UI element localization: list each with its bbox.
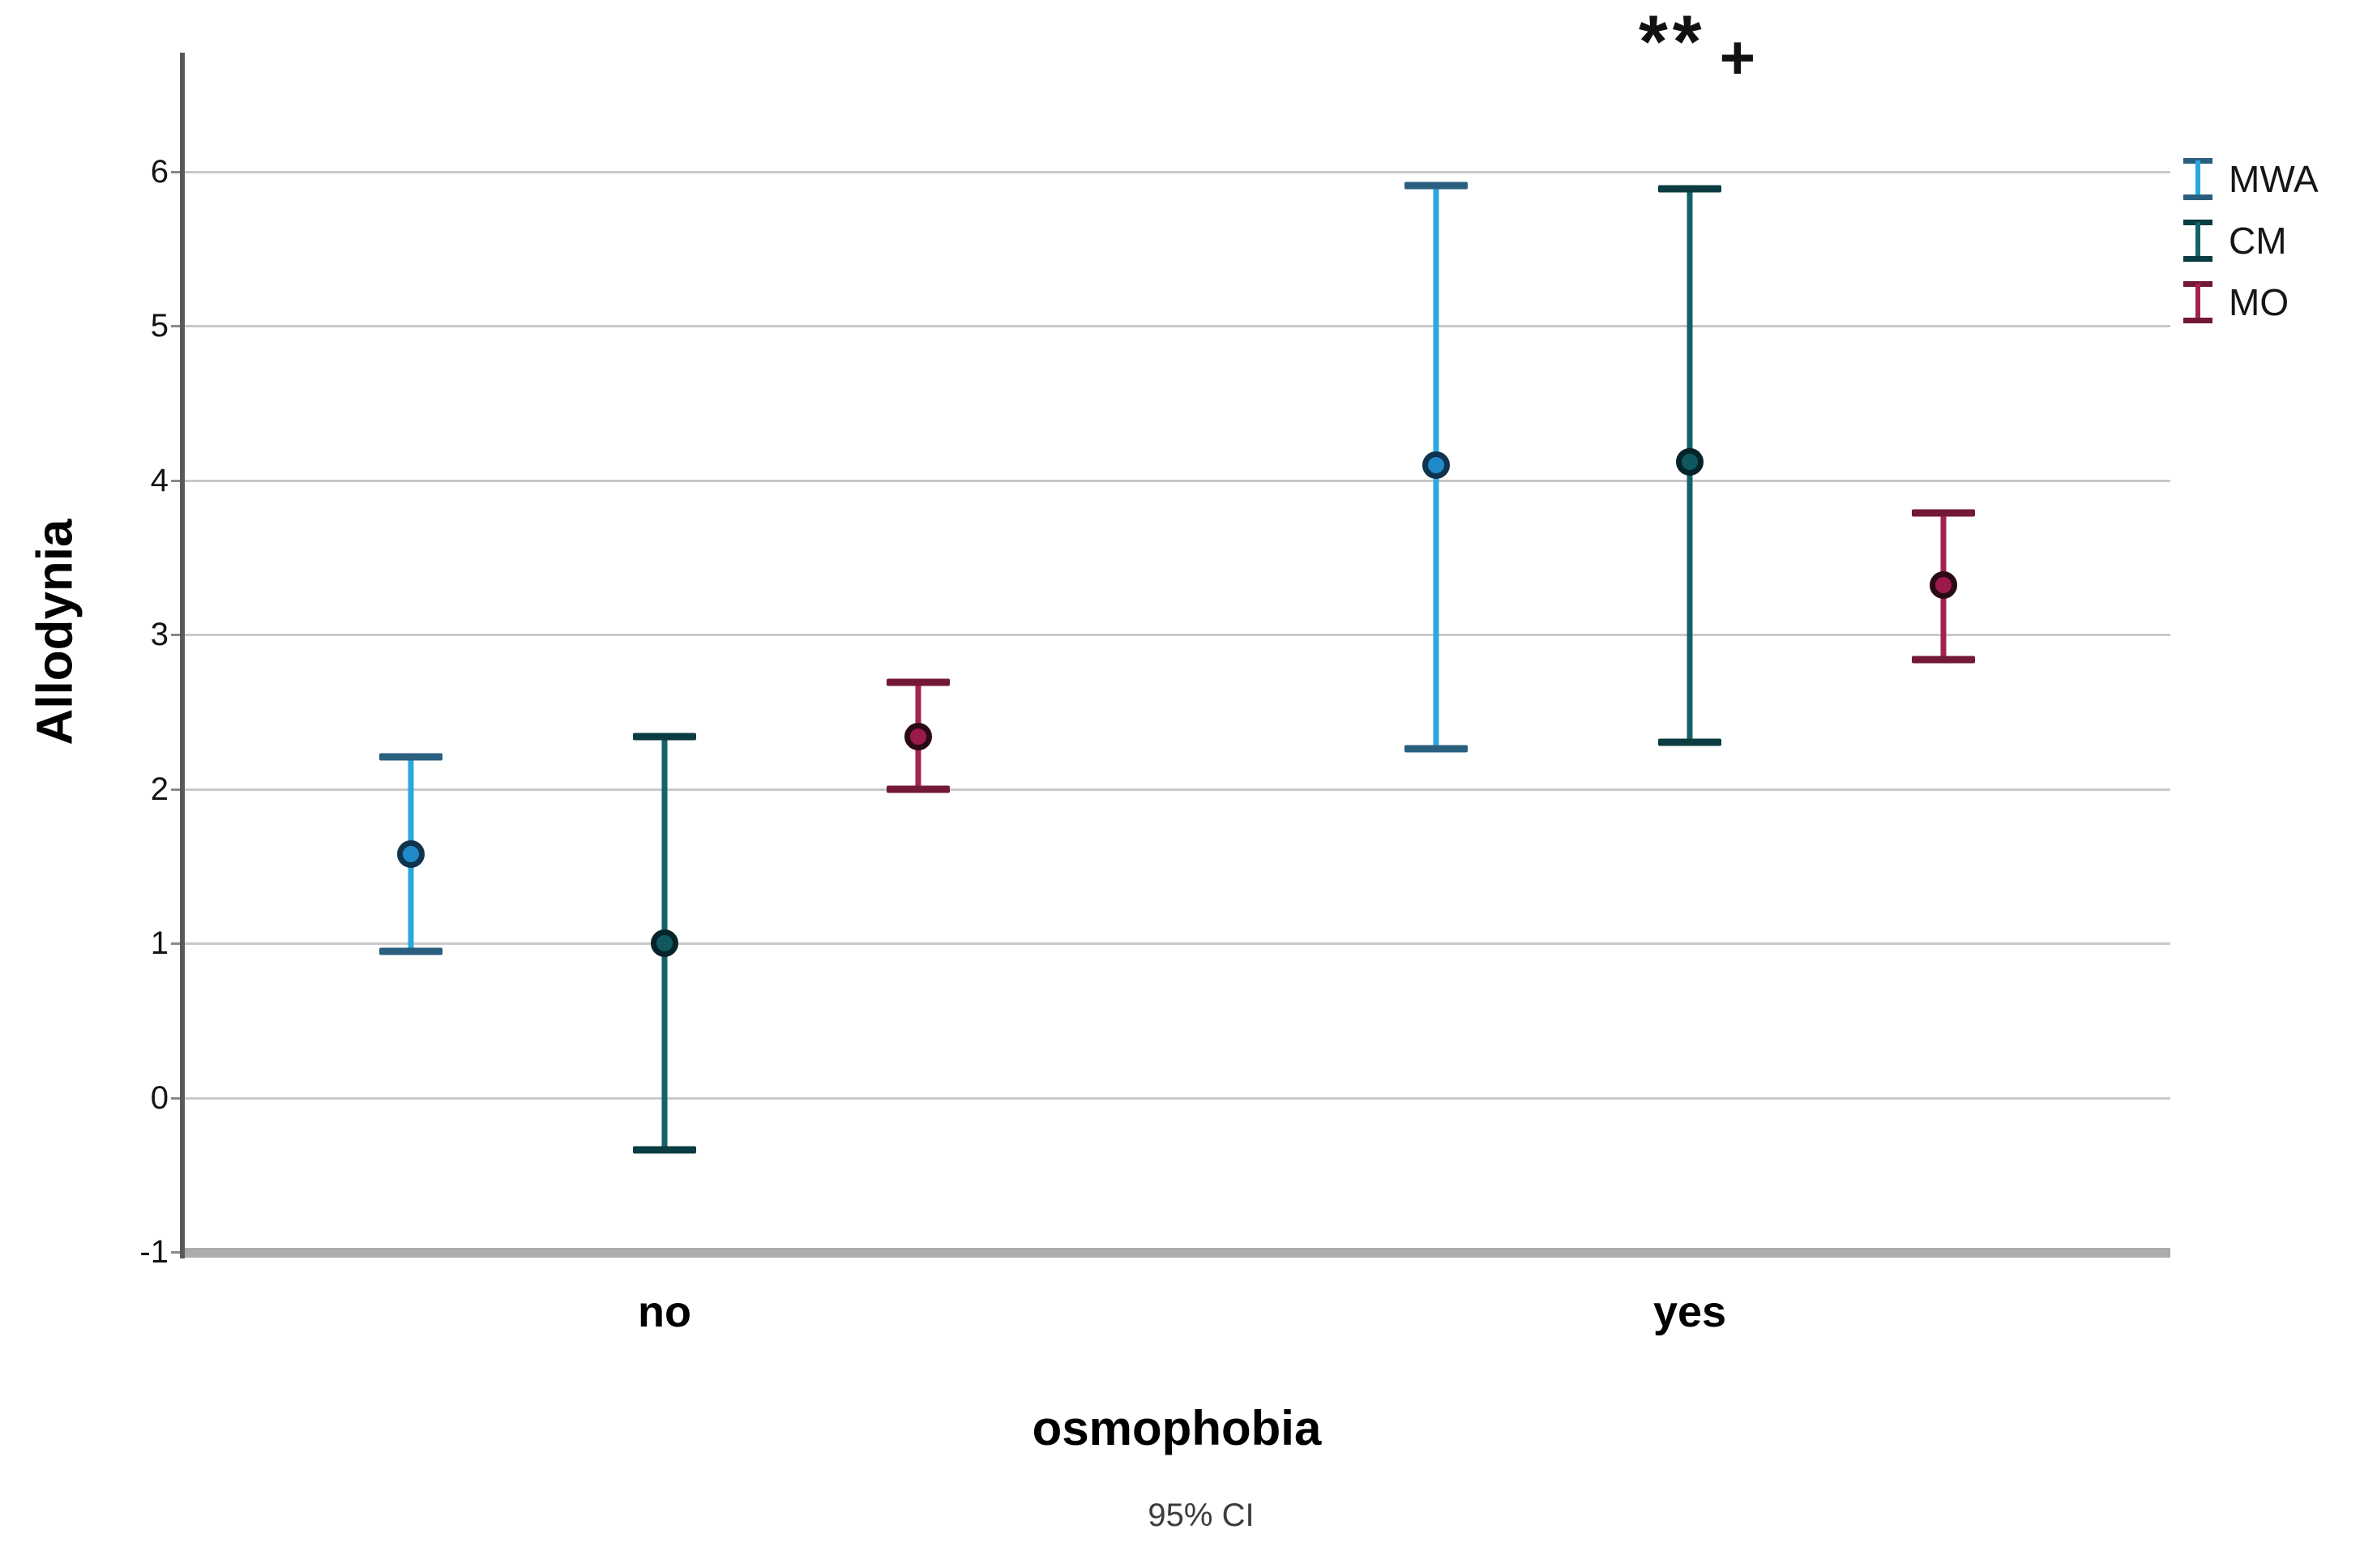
legend-errorbar-icon: [2183, 220, 2212, 262]
legend-item-mwa: MWA: [2182, 154, 2319, 204]
x-tick-label-yes: yes: [1652, 1288, 1727, 1336]
errorbar-mo-no-mean-marker: [904, 722, 932, 750]
x-axis-baseline: [185, 1248, 2170, 1258]
y-tick-mark: [171, 479, 185, 482]
y-tick-label: 5: [150, 308, 169, 344]
legend-errorbar-icon: [2183, 281, 2212, 323]
y-tick-label: 1: [150, 925, 169, 962]
y-axis-title: Allodynia: [27, 519, 83, 746]
y-tick-mark: [171, 1251, 185, 1254]
errorbar-mo-no-cap-top: [887, 678, 950, 686]
y-tick-mark: [171, 170, 185, 173]
significance-annotation: ** +: [1639, 0, 1755, 92]
gridline-y4: [185, 479, 2170, 482]
y-tick-mark: [171, 1096, 185, 1100]
y-tick-mark: [171, 634, 185, 637]
errorbar-mo-no-cap-bottom: [887, 785, 950, 793]
gridline-y5: [185, 325, 2170, 328]
errorbar-mwa-yes-mean-marker: [1422, 451, 1450, 479]
gridline-y0: [185, 1096, 2170, 1100]
legend-label: MWA: [2229, 158, 2319, 200]
errorbar-cm-yes-cap-bottom: [1658, 738, 1721, 746]
y-tick-label: 6: [150, 153, 169, 190]
gridline-y3: [185, 634, 2170, 637]
y-tick-mark: [171, 325, 185, 328]
legend-label: CM: [2229, 220, 2287, 262]
gridline-y1: [185, 942, 2170, 946]
errorbar-mo-yes-mean-marker: [1930, 571, 1957, 600]
y-tick-mark: [171, 788, 185, 791]
chart-legend: MWA CM MO: [2182, 154, 2319, 327]
errorbar-mo-yes-cap-top: [1912, 509, 1975, 517]
errorbar-cm-no-cap-top: [633, 733, 696, 741]
legend-item-mo: MO: [2182, 277, 2319, 327]
x-tick-label-no: no: [638, 1288, 691, 1336]
y-tick-label: 0: [150, 1079, 169, 1116]
x-axis-title: osmophobia: [1032, 1401, 1322, 1455]
y-axis-line: [180, 53, 185, 1258]
significance-stars: **: [1639, 1, 1707, 83]
errorbar-mo-yes-cap-bottom: [1912, 656, 1975, 664]
y-tick-label: -1: [139, 1234, 169, 1270]
legend-errorbar-icon: [2183, 158, 2212, 200]
errorbar-cm-no-mean-marker: [651, 929, 678, 958]
errorbar-cm-no-cap-bottom: [633, 1146, 696, 1154]
errorbar-mwa-yes-cap-bottom: [1404, 745, 1468, 753]
errorbar-mwa-yes-cap-top: [1404, 182, 1468, 190]
errorbar-cm-yes-cap-top: [1658, 185, 1721, 193]
errorbar-mwa-no-cap-bottom: [379, 947, 442, 955]
errorbar-cm-yes-mean-marker: [1676, 447, 1704, 476]
legend-item-cm: CM: [2182, 216, 2319, 266]
ci-footer-note: 95% CI: [1148, 1498, 1255, 1533]
errorbar-mwa-no-mean-marker: [397, 840, 425, 868]
y-tick-label: 3: [150, 617, 169, 653]
y-tick-label: 4: [150, 462, 169, 498]
errorbar-mwa-no-cap-top: [379, 753, 442, 761]
gridline-y2: [185, 788, 2170, 791]
significance-plus: +: [1719, 23, 1755, 92]
gridline-y6: [185, 170, 2170, 173]
y-tick-mark: [171, 942, 185, 946]
y-tick-label: 2: [150, 771, 169, 807]
legend-label: MO: [2229, 281, 2289, 323]
